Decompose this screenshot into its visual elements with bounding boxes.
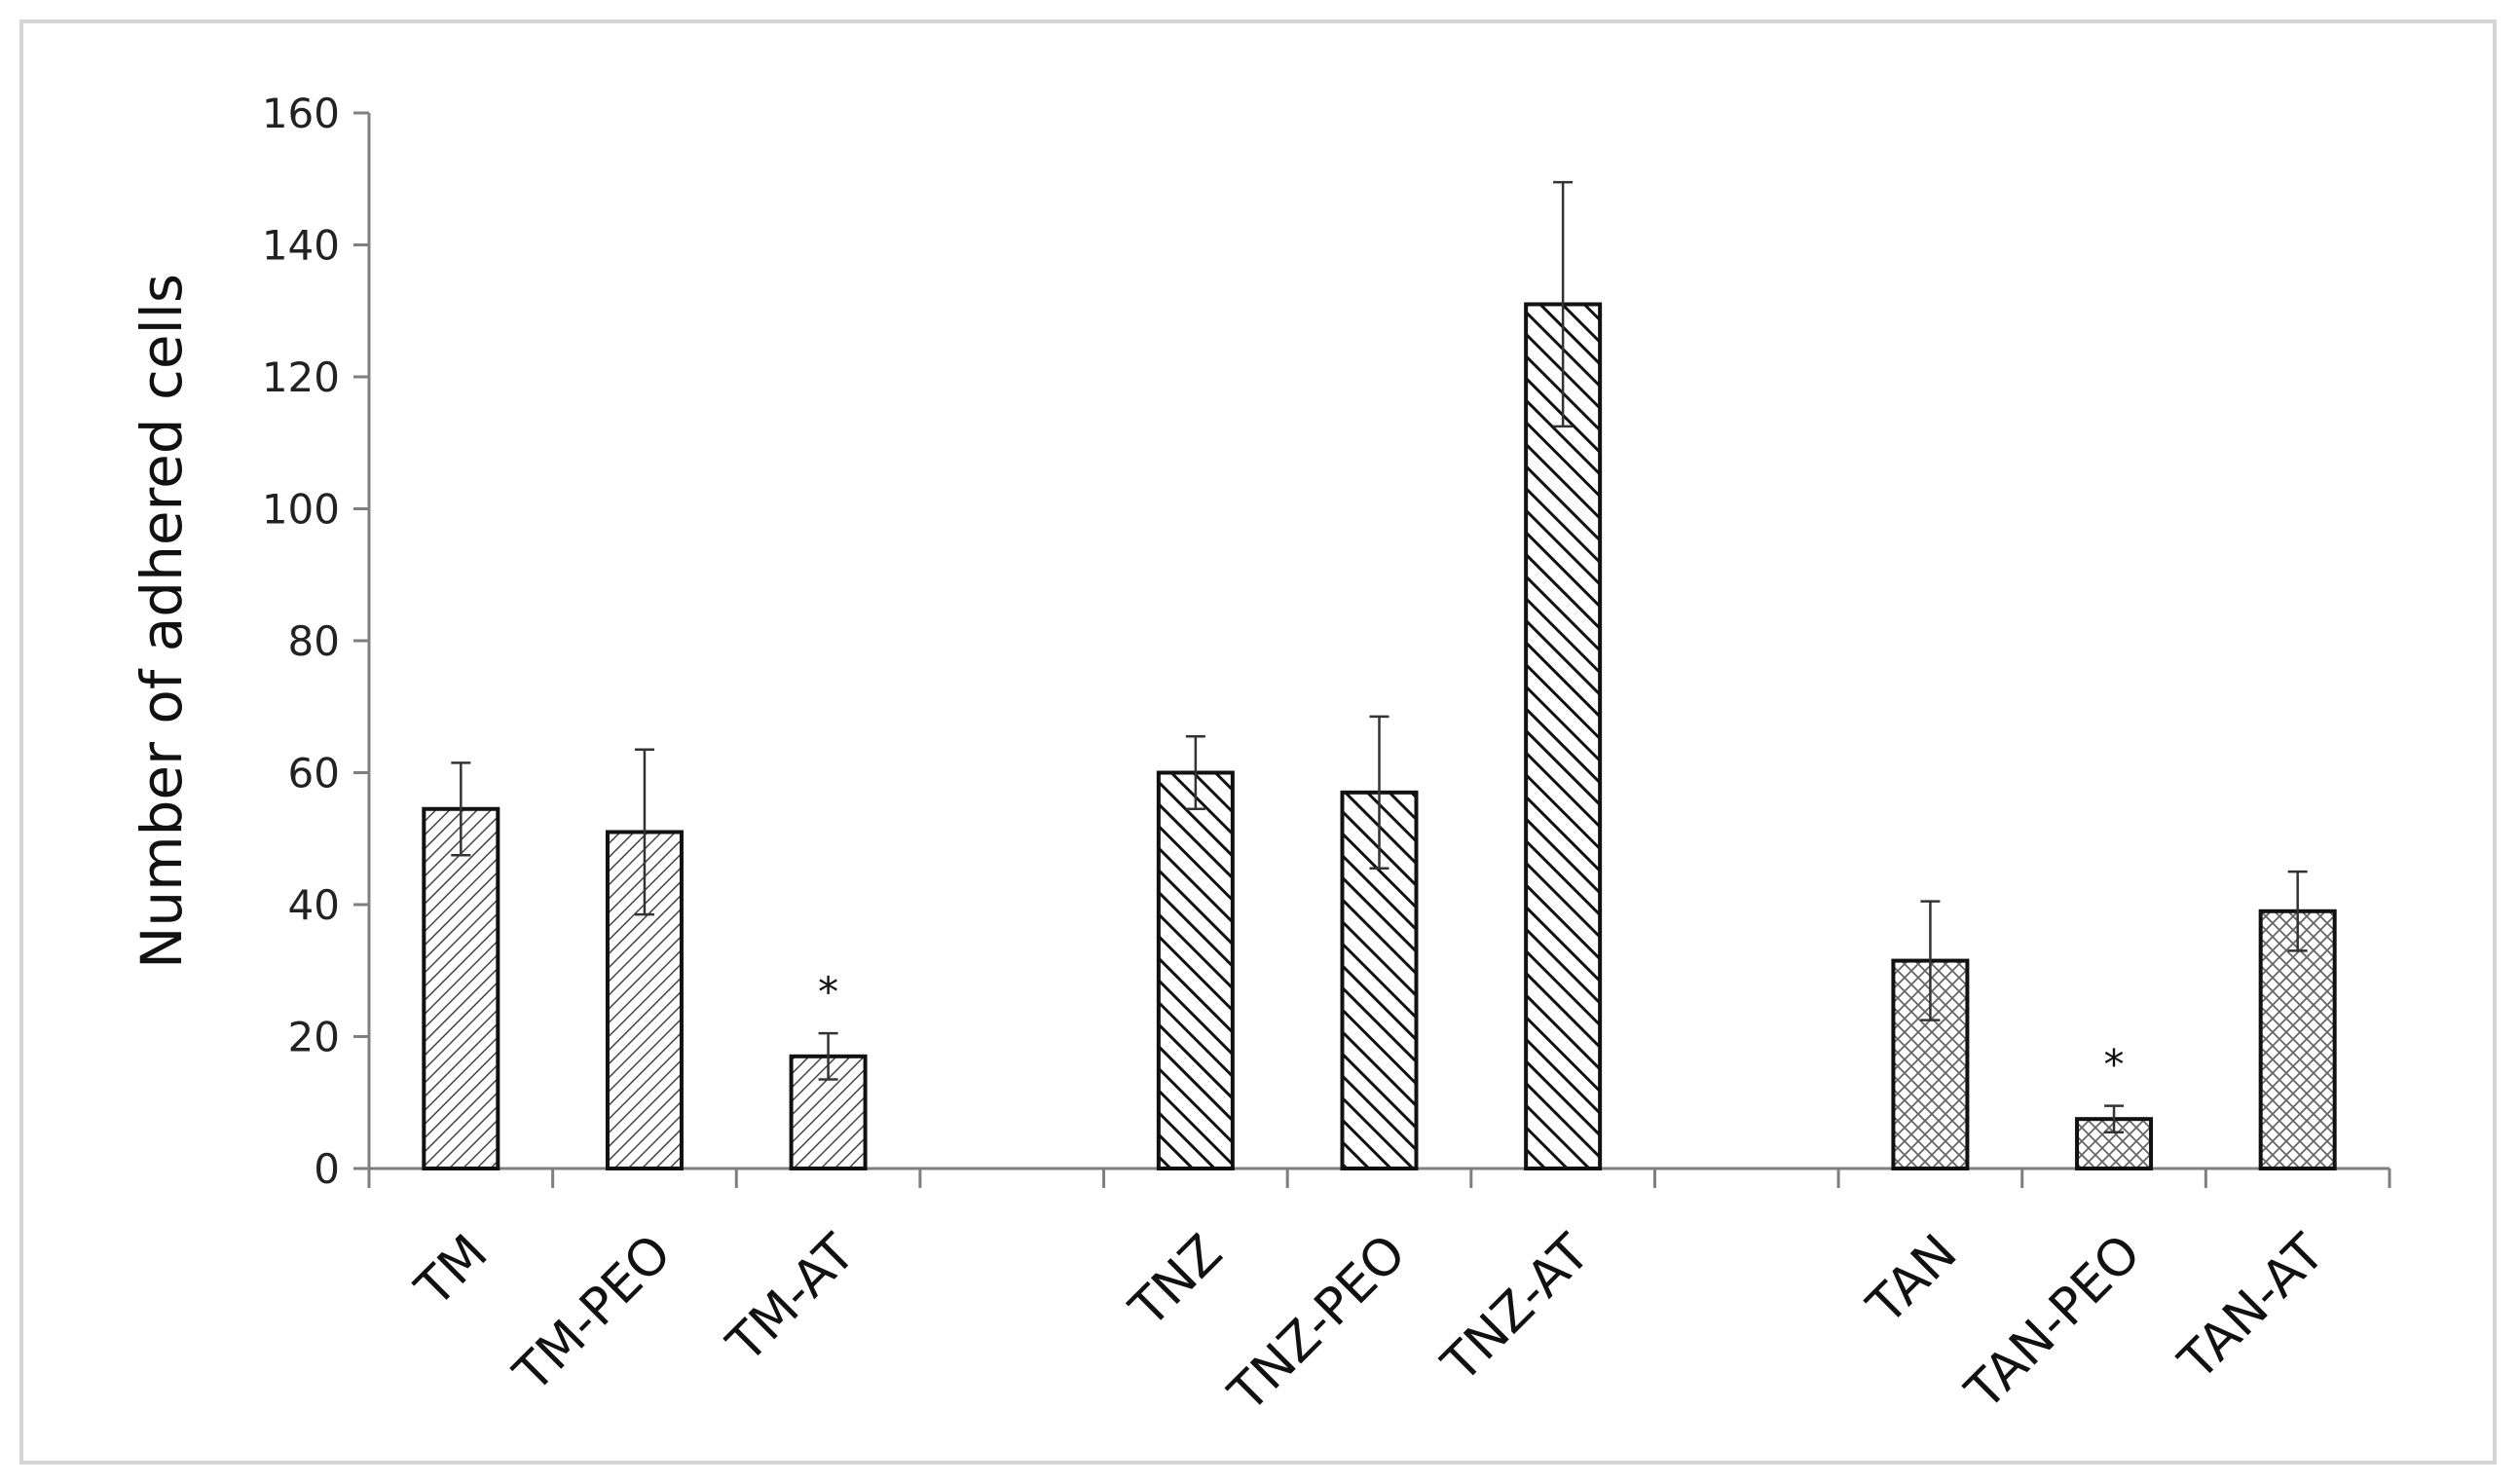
x-category-label: TNZ xyxy=(1119,1224,1234,1339)
y-axis: 0 20 40 60 80 100 120 140 160 xyxy=(262,90,371,1193)
bar-tm xyxy=(422,806,500,1170)
bar-tan-at xyxy=(2258,909,2337,1171)
x-category-label: TNZ-PEO xyxy=(1217,1224,1417,1424)
y-axis-title: Number of adhered cells xyxy=(129,274,195,969)
y-tick-label: 60 xyxy=(288,750,340,798)
y-tick-label: 20 xyxy=(288,1014,340,1061)
significance-marker: * xyxy=(818,968,838,1016)
y-tick-label: 140 xyxy=(262,222,340,270)
bar-tan xyxy=(1891,958,1970,1171)
bar-tnz-peo xyxy=(1340,790,1419,1170)
x-category-label: TNZ-AT xyxy=(1430,1224,1601,1394)
bar-tnz xyxy=(1156,770,1235,1170)
x-category-label: TM-AT xyxy=(716,1224,867,1375)
x-axis xyxy=(367,1167,2391,1188)
y-tick-label: 40 xyxy=(288,881,340,929)
x-category-label: TAN xyxy=(1856,1224,1968,1336)
y-tick-label: 120 xyxy=(262,353,340,401)
x-category-label: TM xyxy=(404,1224,499,1318)
y-tick-label: 80 xyxy=(288,617,340,665)
significance-marker: * xyxy=(2104,1041,2125,1089)
x-category-label: TAN-AT xyxy=(2167,1224,2336,1392)
x-category-label: TM-PEO xyxy=(502,1224,683,1404)
x-category-label: TAN-PEO xyxy=(1954,1224,2152,1422)
y-tick-label: 100 xyxy=(262,486,340,534)
error-bars: ** xyxy=(451,180,2308,1133)
bars xyxy=(422,302,2337,1171)
chart-frame: 0 20 40 60 80 100 120 140 160 * * TM TM-PEO TM-AT TN… xyxy=(19,19,2497,1465)
bar-tnz-at xyxy=(1524,302,1603,1171)
y-tick-label: 160 xyxy=(262,90,340,137)
y-tick-label: 0 xyxy=(314,1145,340,1193)
